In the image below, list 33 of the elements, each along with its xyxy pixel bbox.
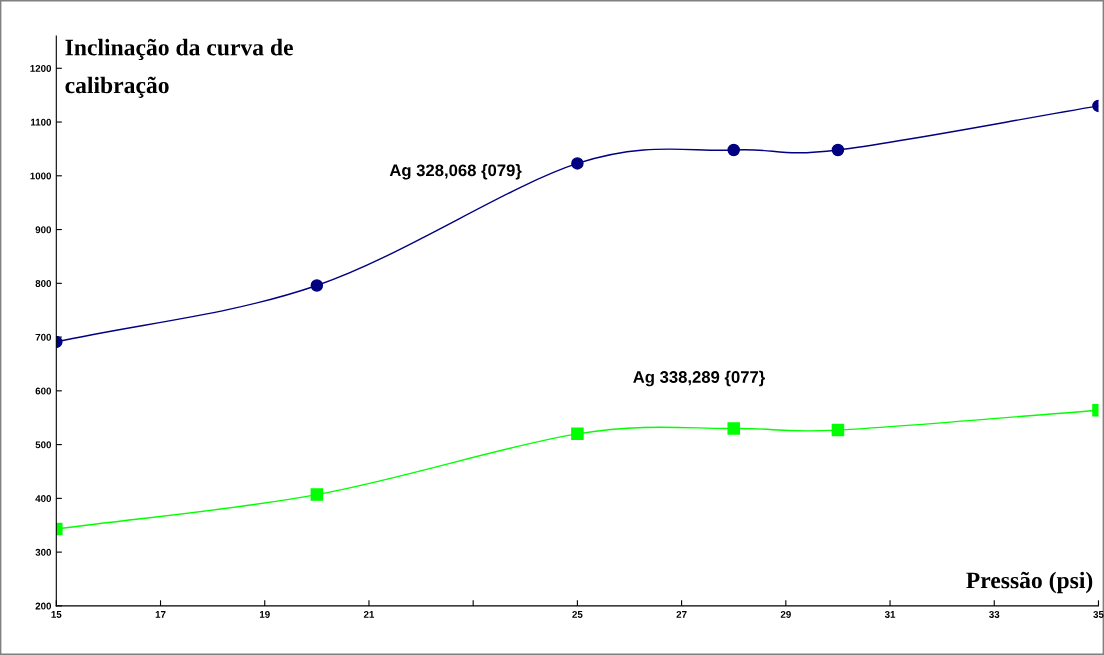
y-tick-label: 500	[35, 441, 52, 449]
x-tick-label: 17	[155, 611, 166, 618]
x-axis-title: Pressão (psi)	[966, 571, 1093, 594]
x-tick-label: 33	[989, 610, 1000, 618]
point	[831, 143, 845, 157]
series-label: Ag 328,068 {079}	[389, 163, 522, 180]
x-tick-label: 21	[363, 610, 375, 618]
point	[727, 422, 740, 435]
y-tick-label: 1000	[30, 172, 52, 180]
x-tick-label: 15	[51, 611, 62, 618]
x-tick-label: 29	[780, 610, 791, 618]
y-tick-label: 1200	[30, 65, 52, 72]
point	[571, 427, 584, 441]
y-tick-label: 900	[35, 226, 52, 234]
y-tick-label: 800	[35, 280, 52, 287]
y-tick-label: 400	[35, 495, 52, 502]
point	[310, 279, 324, 292]
y-tick-label: 200	[35, 602, 52, 610]
x-tick-label: 27	[676, 610, 687, 618]
point	[571, 157, 584, 170]
point	[310, 488, 324, 501]
x-tick-label: 35	[1093, 610, 1104, 618]
point	[727, 143, 740, 157]
y-tick-label: 300	[35, 548, 52, 556]
y-axis-title: Inclinação da curva de calibração	[65, 38, 293, 98]
x-tick-label: 25	[572, 610, 583, 618]
y-tick-label: 700	[35, 333, 52, 341]
point	[831, 423, 845, 437]
x-tick-label: 31	[884, 610, 896, 618]
text: Ag 338,289 {077}	[633, 370, 765, 387]
y-tick-label: 1100	[30, 118, 52, 126]
x-tick-label: 19	[259, 610, 270, 618]
y-tick-label: 600	[35, 387, 52, 395]
